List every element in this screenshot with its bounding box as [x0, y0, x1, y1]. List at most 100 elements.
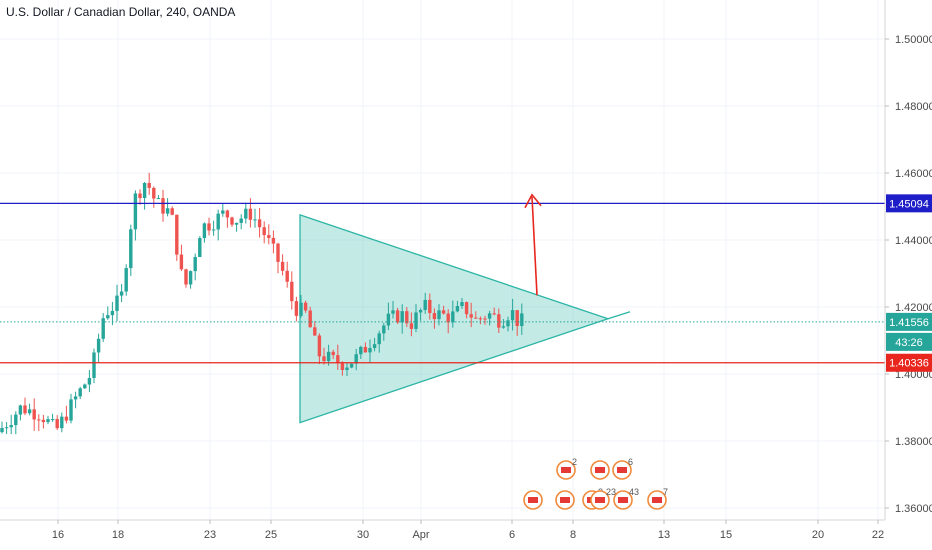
- candle-body: [340, 363, 345, 370]
- candle-body: [198, 238, 202, 258]
- candlestick-series: [0, 172, 524, 435]
- time-axis[interactable]: 16 18 23 25 30 Apr 6 8 13 15 20 22: [52, 520, 884, 541]
- candle-body: [253, 219, 257, 221]
- candle-body: [161, 198, 165, 214]
- candle-body: [432, 312, 437, 320]
- candle-body: [299, 302, 303, 316]
- candle-body: [257, 219, 262, 228]
- candle-body: [285, 270, 289, 282]
- current-price-label-bg: [886, 312, 932, 331]
- candle-body: [18, 405, 23, 415]
- x-tick-label: 8: [570, 529, 576, 541]
- candle-body: [317, 335, 322, 357]
- horizontal-lines: [0, 202, 885, 364]
- flag-stripe: [595, 467, 605, 473]
- candle-body: [487, 313, 492, 319]
- candle-body: [129, 229, 133, 269]
- event-marker: 2: [556, 457, 577, 480]
- y-tick-label: 1.46000: [895, 168, 932, 180]
- flag-stripe: [560, 497, 570, 503]
- candle-body: [377, 333, 381, 345]
- candle-body: [83, 384, 87, 389]
- breakout-arrow[interactable]: [524, 193, 542, 296]
- flag-stripe: [618, 497, 628, 503]
- candle-body: [280, 261, 285, 271]
- x-tick-label: 20: [812, 529, 824, 541]
- candle-body: [37, 419, 41, 421]
- event-marker: 43: [613, 487, 639, 510]
- flag-stripe: [617, 467, 627, 473]
- countdown-label-text: 43:26: [895, 337, 923, 349]
- candle-body: [152, 187, 156, 199]
- candle-body: [409, 323, 414, 329]
- event-count: 43: [629, 487, 639, 497]
- candle-body: [469, 314, 473, 318]
- y-tick-label: 1.38000: [895, 436, 932, 448]
- candle-body: [244, 208, 248, 219]
- level-label-upper-text: 1.45094: [889, 198, 929, 210]
- chart-title: U.S. Dollar / Canadian Dollar, 240, OAND…: [6, 5, 235, 19]
- candle-body: [147, 183, 151, 188]
- x-tick-label: 23: [204, 529, 216, 541]
- y-tick-label: 1.48000: [895, 101, 932, 113]
- candle-body: [506, 320, 510, 327]
- candle-body: [4, 427, 9, 429]
- x-tick-label: 18: [112, 529, 124, 541]
- candle-body: [115, 295, 119, 311]
- candle-body: [455, 306, 460, 312]
- candle-body: [290, 281, 294, 302]
- candle-body: [73, 396, 78, 400]
- x-tick-label: 25: [265, 529, 277, 541]
- candle-body: [225, 210, 230, 218]
- candle-body: [464, 302, 469, 315]
- event-marker: 23: [590, 487, 616, 510]
- candle-body: [359, 346, 363, 355]
- symmetrical-triangle-pattern[interactable]: [299, 213, 631, 424]
- candle-body: [23, 405, 27, 414]
- candle-body: [276, 243, 280, 262]
- level-label-lower-text: 1.40336: [889, 358, 929, 370]
- candle-body: [0, 428, 4, 433]
- level-label-upper-bg: [886, 194, 932, 213]
- candle-body: [175, 214, 179, 255]
- candle-body: [405, 311, 409, 324]
- candle-body: [414, 312, 418, 329]
- y-tick-label: 1.44000: [895, 235, 932, 247]
- event-count: 23: [606, 487, 616, 497]
- countdown-label-bg: [886, 332, 932, 351]
- flag-stripe: [561, 467, 571, 473]
- event-marker: [555, 490, 575, 510]
- candle-body: [520, 313, 524, 327]
- candle-body: [230, 217, 234, 225]
- y-tick-label: 1.42000: [895, 302, 932, 314]
- x-tick-label: Apr: [412, 529, 429, 541]
- event-count: 7: [663, 487, 668, 497]
- candle-body: [211, 229, 216, 231]
- candle-body: [46, 419, 50, 423]
- arrow-head: [524, 193, 542, 209]
- candle-body: [170, 208, 174, 215]
- economic-events[interactable]: 26223437: [523, 457, 668, 510]
- candle-body: [165, 208, 170, 214]
- y-tick-label: 1.40000: [895, 369, 932, 381]
- triangle-apex-extension: [607, 311, 631, 320]
- candle-body: [124, 268, 128, 292]
- x-tick-label: 30: [357, 529, 369, 541]
- candle-body: [437, 310, 441, 320]
- price-axis[interactable]: 1.50000 1.48000 1.46000 1.44000 1.42000 1.400…: [885, 34, 932, 515]
- arrow-shaft: [531, 196, 538, 296]
- candle-body: [363, 346, 368, 353]
- price-labels: 1.45094 1.41556 43:26 1.40336: [886, 194, 932, 372]
- candle-body: [207, 223, 211, 231]
- candle-body: [267, 235, 271, 238]
- candle-body: [478, 318, 483, 320]
- x-tick-label: 15: [720, 529, 732, 541]
- candle-body: [64, 416, 69, 421]
- candle-body: [69, 399, 73, 421]
- candle-body: [492, 313, 496, 315]
- x-tick-label: 16: [52, 529, 64, 541]
- candle-body: [14, 414, 18, 426]
- candle-body: [96, 338, 101, 353]
- current-price-label-text: 1.41556: [889, 317, 929, 329]
